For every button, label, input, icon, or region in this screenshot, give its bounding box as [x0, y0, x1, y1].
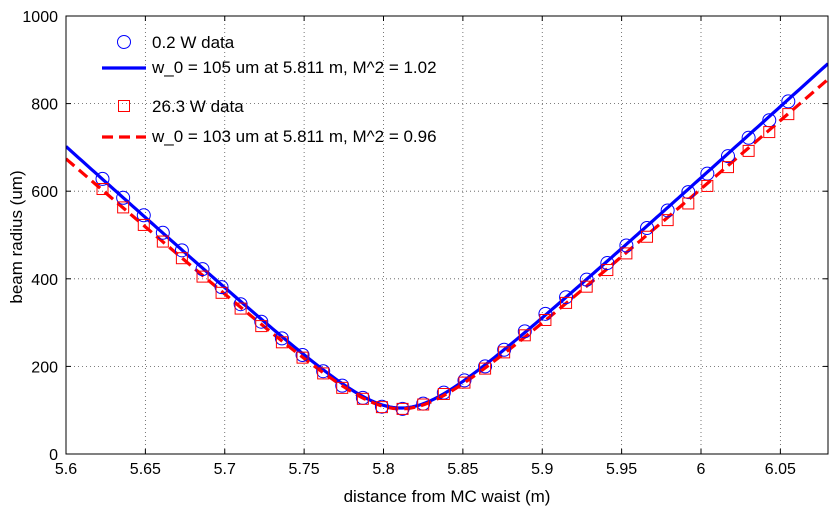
data-point-square — [196, 270, 209, 283]
axis-ticks: 5.6 5.65 5.7 5.75 5.8 5.85 5.9 5.95 6 6.05 0 200 400… — [22, 9, 828, 478]
data-point-circle — [254, 314, 269, 329]
data-point-square — [137, 218, 150, 231]
data-point-square — [721, 161, 734, 174]
legend-label: w_0 = 105 um at 5.811 m, M^2 = 1.02 — [151, 58, 437, 77]
y-axis-label: beam radius (um) — [7, 170, 26, 303]
x-tick-label: 5.8 — [372, 461, 394, 478]
data-point-circle — [720, 149, 735, 164]
y-tick-label: 0 — [49, 447, 58, 464]
data-point-square — [701, 179, 714, 192]
data-point-square — [117, 201, 130, 214]
data-point-circle — [335, 378, 350, 393]
data-point-square — [763, 126, 776, 139]
plot-area — [66, 62, 828, 416]
x-axis-label: distance from MC waist (m) — [344, 487, 551, 506]
legend-label: 26.3 W data — [152, 97, 244, 116]
data-point-circle — [395, 401, 410, 416]
y-tick-label: 600 — [31, 184, 58, 201]
data-point-square — [96, 183, 109, 196]
x-tick-label: 6 — [697, 461, 706, 478]
legend-label: w_0 = 103 um at 5.811 m, M^2 = 0.96 — [151, 127, 437, 146]
data-point-square — [620, 247, 633, 260]
data-point-circle — [136, 208, 151, 223]
data-point-circle — [316, 364, 331, 379]
data-point-square — [215, 286, 228, 299]
data-point-square — [375, 401, 388, 414]
data-point-square — [560, 296, 573, 309]
data-point-square — [234, 302, 247, 315]
data-point-square — [255, 320, 268, 333]
data-point-circle — [497, 342, 512, 357]
data-point-square — [156, 235, 169, 248]
data-point-circle — [538, 306, 553, 321]
data-point-square — [682, 197, 695, 210]
data-point-circle — [274, 331, 289, 346]
data-point-circle — [640, 220, 655, 235]
data-point-square — [317, 367, 330, 380]
data-point-circle — [214, 280, 229, 295]
data-point-square — [458, 376, 471, 389]
data-point-square — [275, 336, 288, 349]
data-point-square — [336, 381, 349, 394]
x-tick-label: 5.75 — [289, 461, 320, 478]
data-point-square — [175, 252, 188, 265]
legend-marker-square — [118, 100, 130, 112]
data-point-square — [396, 402, 409, 415]
data-point-circle — [559, 290, 574, 305]
axes-frame — [65, 15, 829, 455]
data-point-circle — [517, 324, 532, 339]
data-point-square — [498, 346, 511, 359]
data-point-square — [356, 392, 369, 405]
data-point-square — [518, 329, 531, 342]
data-point-circle — [781, 94, 796, 109]
y-tick-label: 1000 — [22, 9, 58, 26]
grid — [66, 16, 828, 454]
data-point-circle — [478, 359, 493, 374]
fit-curve — [66, 62, 828, 410]
data-point-circle — [741, 130, 756, 145]
data-point-square — [539, 313, 552, 326]
x-tick-label: 5.85 — [447, 461, 478, 478]
data-point-circle — [374, 399, 389, 414]
x-tick-label: 6.05 — [765, 461, 796, 478]
data-point-square — [641, 230, 654, 243]
data-point-circle — [681, 185, 696, 200]
data-point-circle — [579, 272, 594, 287]
data-point-circle — [619, 238, 634, 253]
data-point-square — [479, 362, 492, 375]
x-tick-label: 5.95 — [606, 461, 637, 478]
legend-label: 0.2 W data — [152, 33, 235, 52]
data-point-circle — [195, 262, 210, 277]
data-point-circle — [457, 373, 472, 388]
x-tick-label: 5.6 — [55, 461, 77, 478]
data-point-square — [742, 144, 755, 157]
y-tick-label: 400 — [31, 272, 58, 289]
data-point-square — [661, 214, 674, 227]
data-point-square — [296, 351, 309, 364]
data-point-square — [782, 108, 795, 121]
data-point-circle — [95, 171, 110, 186]
data-point-circle — [174, 243, 189, 258]
y-tick-label: 800 — [31, 97, 58, 114]
data-point-circle — [660, 203, 675, 218]
legend-marker-circle — [117, 35, 131, 49]
y-tick-label: 200 — [31, 359, 58, 376]
x-tick-label: 5.65 — [130, 461, 161, 478]
data-point-square — [437, 387, 450, 400]
x-tick-label: 5.7 — [214, 461, 236, 478]
data-point-circle — [600, 256, 615, 271]
data-point-circle — [295, 348, 310, 363]
data-point-circle — [155, 225, 170, 240]
data-point-circle — [116, 190, 131, 205]
legend: 0.2 W data w_0 = 105 um at 5.811 m, M^2 =… — [102, 33, 437, 146]
data-point-square — [417, 398, 430, 411]
data-point-square — [601, 264, 614, 277]
x-tick-label: 5.9 — [531, 461, 553, 478]
data-point-circle — [233, 297, 248, 312]
data-point-square — [580, 280, 593, 293]
